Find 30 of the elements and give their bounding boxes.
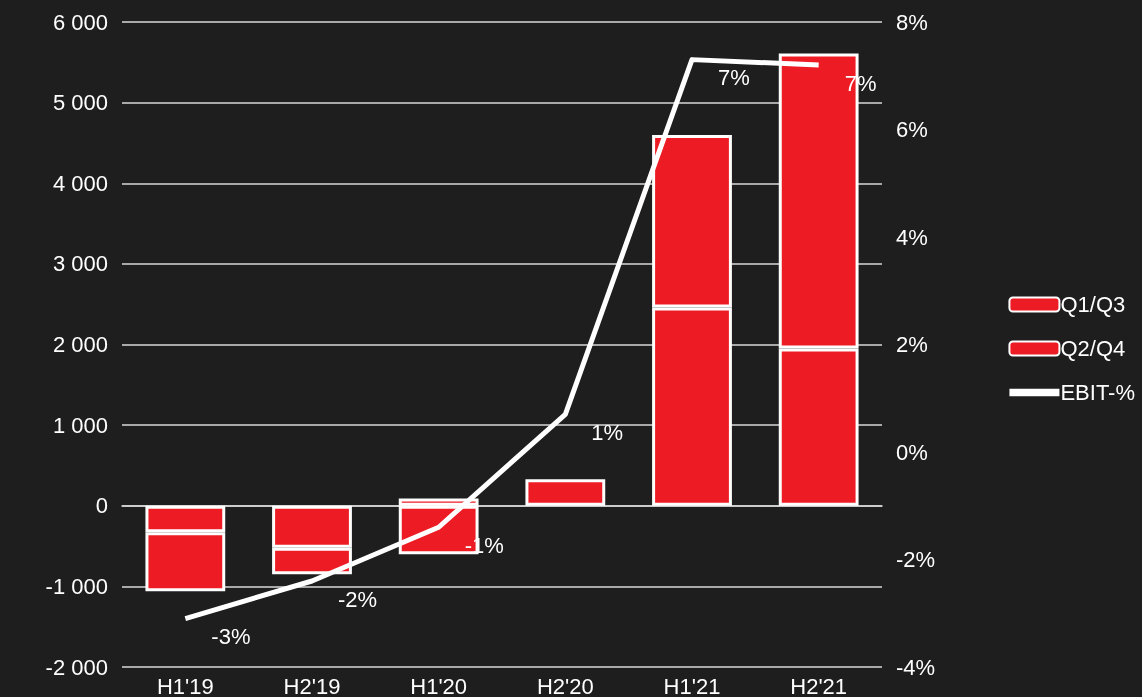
data-label: -2%: [338, 586, 378, 612]
y2-tick-label: 4%: [896, 224, 928, 250]
y-tick-label: -2 000: [45, 654, 108, 680]
y-tick-label: 4 000: [52, 170, 108, 196]
y2-tick-label: 2%: [896, 332, 928, 357]
data-label: -3%: [211, 624, 251, 650]
x-tick-label: H2'20: [536, 673, 594, 697]
y2-tick-label: 0%: [896, 439, 928, 465]
legend-label: EBIT-%: [1060, 380, 1136, 405]
y2-tick-label: 6%: [896, 117, 928, 142]
y-tick-label: 0: [95, 493, 108, 519]
x-tick-label: H1'19: [156, 673, 214, 697]
x-tick-label: H1'20: [410, 673, 468, 697]
x-tick-label: H1'21: [663, 673, 721, 697]
y-tick-label: -1 000: [45, 573, 108, 599]
legend-label: Q1/Q3: [1060, 292, 1126, 317]
y2-tick-label: -2%: [896, 547, 936, 572]
y-tick-label: 5 000: [52, 90, 108, 116]
bar: [525, 479, 606, 506]
data-label: 1%: [591, 419, 624, 445]
y-tick-label: 1 000: [52, 412, 108, 438]
x-tick-label: H2'21: [790, 673, 848, 697]
data-label: 7%: [718, 65, 750, 91]
y-tick-label: 2 000: [52, 332, 108, 357]
y-tick-label: 3 000: [52, 251, 108, 277]
y-tick-label: 6 000: [52, 9, 108, 35]
y2-tick-label: -4%: [896, 654, 936, 680]
y2-tick-label: 8%: [896, 9, 928, 35]
x-tick-label: H2'19: [283, 673, 341, 697]
legend-label: Q2/Q4: [1060, 336, 1126, 361]
